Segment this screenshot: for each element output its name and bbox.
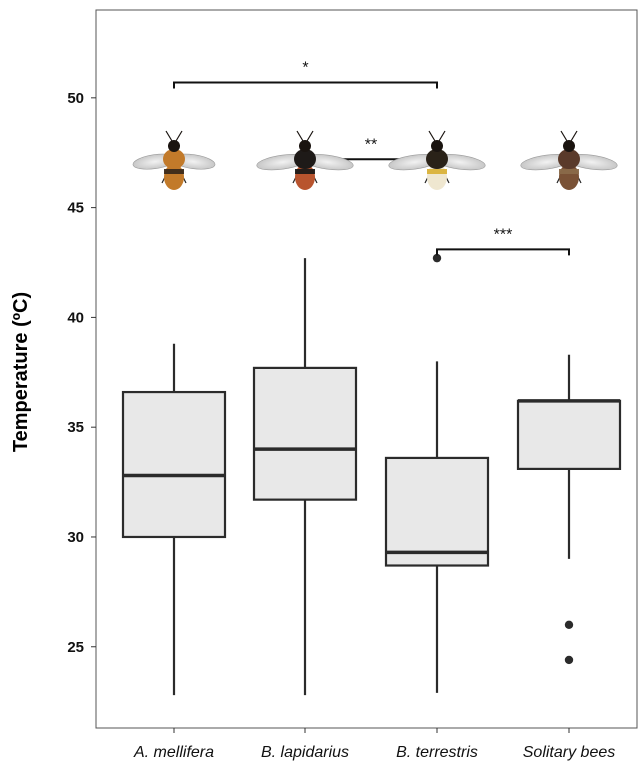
x-tick-label: B. terrestris xyxy=(396,744,478,761)
plot-panel xyxy=(95,9,638,729)
thorax xyxy=(426,149,448,169)
outlier-point xyxy=(564,620,574,630)
thorax xyxy=(163,149,185,169)
red-tailed-bumblebee-icon xyxy=(256,130,354,190)
antenna xyxy=(438,130,446,142)
head xyxy=(168,140,180,152)
abdomen-band xyxy=(295,169,315,174)
y-tick-label: 35 xyxy=(67,419,84,436)
significance-bracket xyxy=(173,81,438,89)
box xyxy=(516,399,622,471)
abdomen-band xyxy=(164,169,184,174)
significance-label: *** xyxy=(494,226,513,243)
box xyxy=(121,390,227,539)
x-tick-label: B. lapidarius xyxy=(261,744,349,761)
y-tick-label: 25 xyxy=(67,639,84,656)
x-tick-label: Solitary bees xyxy=(523,744,616,761)
abdomen-band xyxy=(559,169,579,174)
head xyxy=(431,140,443,152)
thorax xyxy=(294,149,316,169)
antenna xyxy=(175,130,183,142)
y-tick-label: 50 xyxy=(67,90,84,107)
y-tick-label: 40 xyxy=(67,309,84,326)
antenna xyxy=(560,130,568,142)
significance-label: * xyxy=(302,59,308,76)
y-tick-label: 30 xyxy=(67,529,84,546)
outlier-point xyxy=(432,253,442,263)
antenna xyxy=(165,130,173,142)
box xyxy=(252,366,358,501)
solitary-bee-icon xyxy=(520,130,618,190)
antenna xyxy=(306,130,314,142)
box xyxy=(384,456,490,567)
significance-bracket xyxy=(436,248,570,256)
y-axis-label: Temperature (ºC) xyxy=(10,292,32,452)
thorax xyxy=(558,149,580,169)
antenna xyxy=(570,130,578,142)
bee-images xyxy=(132,130,618,190)
y-tick-label: 45 xyxy=(67,200,84,217)
abdomen-band xyxy=(427,169,447,174)
honeybee-icon xyxy=(132,130,216,190)
boxes xyxy=(121,253,622,696)
buff-tailed-bumblebee-icon xyxy=(388,130,486,190)
significance-label: ** xyxy=(365,136,377,153)
antenna xyxy=(296,130,304,142)
antenna xyxy=(428,130,436,142)
axis-ticks: 25 30 35 40 45 50 A. mellifera B. lapidarius B. … xyxy=(67,90,615,761)
x-tick-label: A. mellifera xyxy=(133,744,214,761)
head xyxy=(563,140,575,152)
head xyxy=(299,140,311,152)
outlier-point xyxy=(564,655,574,665)
